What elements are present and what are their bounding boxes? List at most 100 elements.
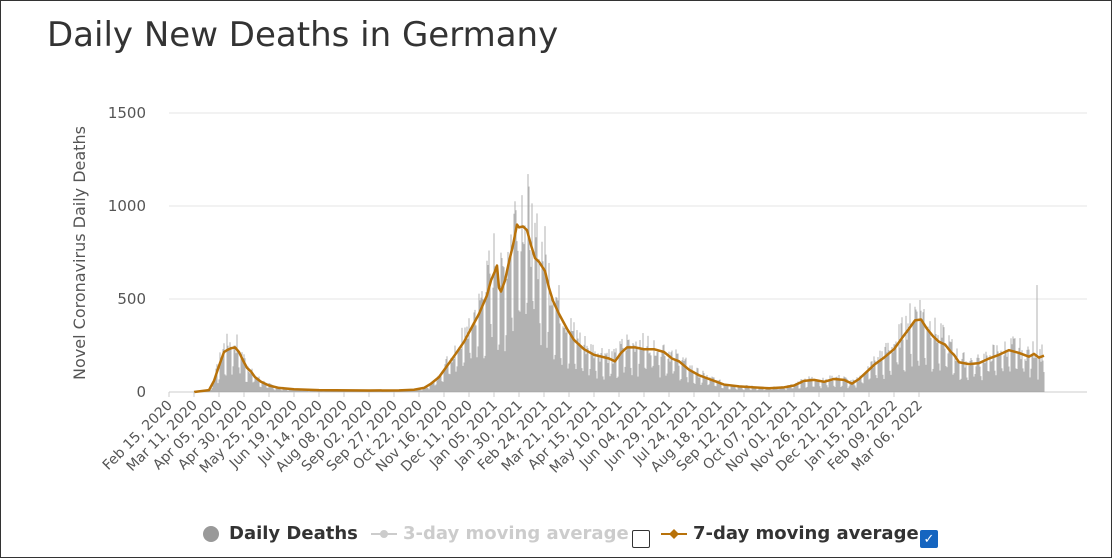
daily-bar bbox=[991, 360, 993, 392]
daily-bar bbox=[959, 379, 961, 392]
legend-item-daily-deaths[interactable]: Daily Deaths bbox=[203, 523, 358, 544]
daily-bar bbox=[506, 278, 508, 392]
daily-bar bbox=[681, 360, 683, 392]
daily-bar bbox=[975, 366, 977, 392]
daily-bar bbox=[659, 377, 661, 392]
daily-bar bbox=[855, 387, 857, 392]
legend-label-daily-deaths: Daily Deaths bbox=[229, 523, 358, 544]
daily-bar bbox=[652, 365, 654, 392]
daily-bar bbox=[843, 376, 845, 392]
daily-bar bbox=[1002, 371, 1004, 392]
daily-bar bbox=[1030, 368, 1032, 392]
daily-bar bbox=[217, 383, 219, 392]
daily-bar bbox=[1021, 350, 1023, 392]
daily-bar bbox=[903, 370, 905, 392]
daily-bar bbox=[893, 344, 895, 392]
daily-bar bbox=[886, 352, 888, 392]
legend-label-3day: 3-day moving average bbox=[403, 523, 629, 544]
daily-bar bbox=[668, 351, 670, 392]
daily-bar bbox=[662, 345, 664, 392]
daily-bar bbox=[487, 264, 489, 392]
daily-bar bbox=[701, 382, 703, 392]
daily-bar bbox=[525, 313, 527, 392]
daily-bar bbox=[242, 358, 244, 392]
daily-bar bbox=[948, 335, 950, 392]
daily-bar bbox=[753, 387, 755, 392]
daily-bar bbox=[527, 174, 529, 392]
daily-bar bbox=[534, 222, 536, 392]
daily-bar bbox=[983, 353, 985, 392]
daily-bar bbox=[415, 389, 417, 392]
daily-bar bbox=[541, 241, 543, 392]
daily-bar bbox=[976, 357, 978, 392]
daily-bar bbox=[783, 386, 785, 392]
daily-bar bbox=[755, 387, 757, 392]
daily-bar bbox=[520, 251, 522, 392]
daily-bar bbox=[1007, 350, 1009, 392]
daily-bar bbox=[540, 345, 542, 392]
daily-bar bbox=[298, 389, 300, 392]
daily-bar bbox=[308, 391, 310, 392]
checkbox-3day[interactable] bbox=[632, 530, 650, 548]
daily-bar bbox=[435, 384, 437, 392]
daily-bar bbox=[928, 331, 930, 392]
daily-bar bbox=[466, 326, 468, 392]
daily-bar bbox=[950, 342, 952, 392]
daily-bar bbox=[1026, 349, 1028, 392]
daily-bar bbox=[738, 386, 740, 392]
daily-bar bbox=[557, 300, 559, 392]
daily-bar bbox=[488, 250, 490, 392]
daily-bar bbox=[277, 387, 279, 392]
checkmark-icon: ✓ bbox=[923, 531, 935, 546]
daily-bar bbox=[1032, 341, 1034, 392]
daily-bar bbox=[1023, 371, 1025, 392]
daily-bar bbox=[232, 366, 234, 392]
daily-bar bbox=[287, 390, 289, 392]
checkbox-7day[interactable]: ✓ bbox=[920, 530, 938, 548]
daily-bar bbox=[716, 380, 718, 392]
daily-bar bbox=[224, 374, 226, 392]
daily-bar bbox=[482, 299, 484, 392]
legend-item-7day[interactable]: 7-day moving average bbox=[661, 523, 919, 544]
daily-bar bbox=[765, 387, 767, 392]
daily-bar bbox=[748, 386, 750, 392]
daily-bar bbox=[253, 381, 255, 392]
daily-bar bbox=[739, 387, 741, 392]
daily-bar bbox=[485, 292, 487, 392]
daily-bar bbox=[860, 376, 862, 392]
daily-bar bbox=[613, 348, 615, 392]
daily-bar bbox=[882, 374, 884, 392]
daily-bar bbox=[970, 357, 972, 392]
daily-bar bbox=[616, 377, 618, 392]
daily-bar bbox=[553, 359, 555, 392]
daily-bar bbox=[787, 385, 789, 392]
daily-bar bbox=[902, 339, 904, 392]
daily-bar bbox=[946, 367, 948, 392]
daily-bar bbox=[301, 390, 303, 392]
daily-bar bbox=[513, 213, 515, 392]
daily-bar bbox=[615, 348, 617, 392]
daily-bar bbox=[603, 379, 605, 392]
legend-item-3day[interactable]: 3-day moving average bbox=[371, 523, 629, 544]
daily-bar bbox=[323, 391, 325, 392]
daily-bar bbox=[887, 342, 889, 392]
daily-bar bbox=[674, 359, 676, 392]
daily-bar bbox=[823, 381, 825, 392]
daily-bar bbox=[561, 364, 563, 392]
daily-bar bbox=[1009, 371, 1011, 392]
daily-bar bbox=[930, 337, 932, 392]
daily-bar bbox=[845, 377, 847, 392]
y-tick-label: 1000 bbox=[108, 197, 146, 215]
daily-bar bbox=[499, 285, 501, 392]
daily-bar bbox=[236, 334, 238, 392]
daily-bar bbox=[454, 345, 456, 392]
daily-bar bbox=[851, 381, 853, 392]
daily-bar bbox=[632, 343, 634, 392]
daily-bar bbox=[609, 376, 611, 392]
daily-bar bbox=[463, 362, 465, 392]
daily-bar bbox=[392, 391, 394, 392]
daily-bar bbox=[256, 377, 258, 392]
daily-bar bbox=[984, 363, 986, 392]
daily-bar bbox=[1039, 349, 1041, 392]
daily-bar bbox=[935, 334, 937, 392]
